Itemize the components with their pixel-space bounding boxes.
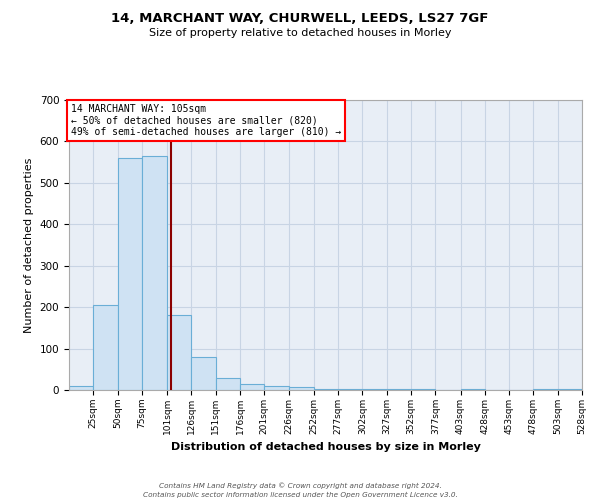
- Bar: [533, 389, 558, 390]
- Bar: [289, 387, 314, 390]
- Bar: [142, 156, 167, 390]
- Bar: [118, 158, 142, 390]
- Bar: [411, 389, 435, 390]
- Bar: [191, 357, 216, 390]
- Bar: [338, 389, 362, 390]
- Text: 14 MARCHANT WAY: 105sqm
← 50% of detached houses are smaller (820)
49% of semi-d: 14 MARCHANT WAY: 105sqm ← 50% of detache…: [71, 104, 341, 138]
- Bar: [167, 316, 191, 390]
- Bar: [93, 305, 118, 390]
- Bar: [362, 389, 387, 390]
- Bar: [461, 389, 485, 390]
- Y-axis label: Number of detached properties: Number of detached properties: [24, 158, 34, 332]
- Bar: [240, 384, 264, 390]
- Text: Contains HM Land Registry data © Crown copyright and database right 2024.
Contai: Contains HM Land Registry data © Crown c…: [143, 482, 457, 498]
- Text: 14, MARCHANT WAY, CHURWELL, LEEDS, LS27 7GF: 14, MARCHANT WAY, CHURWELL, LEEDS, LS27 …: [112, 12, 488, 26]
- Bar: [69, 386, 93, 390]
- Bar: [216, 378, 240, 390]
- Bar: [314, 389, 338, 390]
- X-axis label: Distribution of detached houses by size in Morley: Distribution of detached houses by size …: [170, 442, 481, 452]
- Bar: [387, 389, 411, 390]
- Bar: [264, 386, 289, 390]
- Bar: [558, 389, 582, 390]
- Text: Size of property relative to detached houses in Morley: Size of property relative to detached ho…: [149, 28, 451, 38]
